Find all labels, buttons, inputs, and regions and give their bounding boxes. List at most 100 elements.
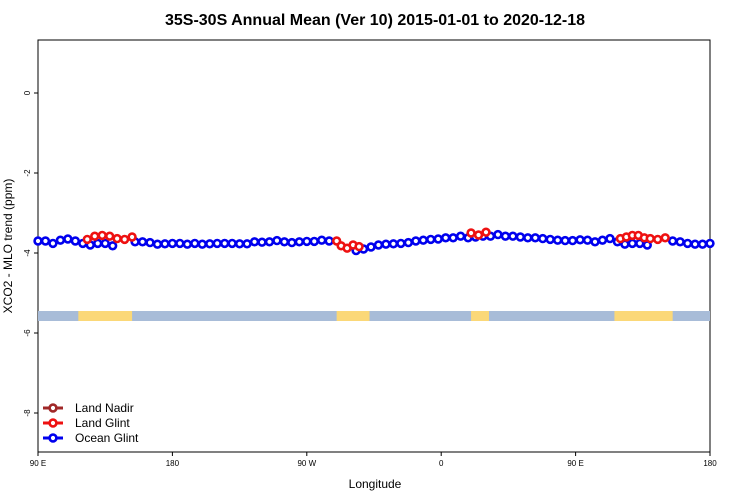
marker-point — [112, 233, 122, 244]
y-tick-label: -4 — [23, 249, 32, 257]
marker-point — [538, 233, 548, 244]
marker-point — [227, 238, 237, 249]
x-tick-label: 90 E — [567, 459, 583, 468]
marker-point — [90, 231, 100, 241]
marker-point — [705, 238, 715, 249]
marker-point — [354, 241, 364, 252]
x-axis-label: Longitude — [349, 477, 402, 491]
marker-point — [396, 238, 406, 249]
y-tick-label: -8 — [23, 409, 32, 417]
land-ocean-strip — [38, 311, 710, 321]
marker-point — [373, 240, 384, 250]
marker-point — [582, 235, 593, 245]
marker-point — [242, 239, 252, 249]
marker-point — [197, 239, 207, 249]
marker-point — [257, 237, 267, 247]
marker-point — [552, 235, 563, 245]
marker-point — [381, 239, 391, 249]
legend-label: Land Nadir — [75, 401, 134, 415]
marker-point — [48, 238, 58, 249]
marker-point — [675, 237, 685, 247]
marker-point — [324, 236, 334, 246]
marker-point — [455, 231, 466, 241]
marker-point — [660, 233, 670, 243]
marker-point — [403, 237, 414, 248]
marker-point — [97, 230, 107, 241]
marker-point — [575, 235, 585, 245]
marker-point — [182, 239, 193, 249]
marker-point — [466, 228, 476, 238]
marker-point — [107, 241, 118, 251]
marker-point — [426, 234, 436, 245]
ocean-band — [38, 311, 710, 321]
x-tick-label: 90 E — [30, 459, 46, 468]
marker-point — [530, 233, 540, 243]
x-axis: 90 E 180 90 W 0 90 E 180 — [30, 452, 717, 468]
marker-point — [653, 234, 663, 245]
marker-point — [418, 235, 428, 245]
y-axis-label: XCO2 - MLO trend (ppm) — [1, 179, 15, 314]
marker-point — [167, 238, 178, 249]
marker-point — [205, 239, 215, 249]
land-patch — [471, 311, 489, 321]
x-tick-label: 180 — [166, 459, 180, 468]
marker-point — [560, 235, 570, 246]
marker-point — [388, 239, 399, 249]
marker-point — [627, 238, 638, 249]
marker-point — [33, 236, 43, 246]
land-patch — [614, 311, 673, 321]
marker-point — [82, 234, 92, 245]
marker-point — [567, 235, 578, 246]
marker-point — [440, 233, 451, 243]
marker-point — [152, 239, 163, 249]
marker-point — [104, 231, 115, 241]
marker-point — [645, 233, 655, 244]
marker-point — [175, 238, 185, 249]
y-tick-label: -2 — [23, 169, 32, 177]
marker-point — [70, 236, 81, 246]
y-tick-label: -6 — [23, 329, 32, 337]
legend-marker — [48, 433, 58, 443]
marker-point — [682, 238, 693, 249]
marker-point — [366, 242, 376, 252]
legend-label: Ocean Glint — [75, 431, 139, 445]
marker-point — [264, 237, 275, 247]
marker-point — [302, 236, 312, 247]
marker-point — [137, 237, 148, 247]
x-tick-label: 0 — [439, 459, 444, 468]
marker-point — [508, 231, 518, 241]
land-patch — [336, 311, 370, 321]
marker-point — [212, 238, 222, 249]
marker-point — [55, 235, 66, 245]
marker-point — [597, 235, 608, 245]
legend-label: Land Glint — [75, 416, 130, 430]
chart-title: 35S-30S Annual Mean (Ver 10) 2015-01-01 … — [165, 12, 585, 29]
x-tick-label: 180 — [703, 459, 717, 468]
marker-point — [590, 237, 600, 247]
y-axis: 0 -2 -4 -6 -8 — [23, 90, 38, 417]
marker-point — [605, 233, 615, 244]
marker-point — [667, 236, 678, 246]
marker-point — [515, 232, 526, 242]
marker-point — [481, 227, 491, 237]
marker-point — [127, 232, 137, 242]
marker-point — [190, 238, 200, 249]
marker-point — [119, 234, 130, 245]
marker-point — [500, 231, 511, 241]
marker-point — [279, 237, 290, 247]
marker-point — [219, 238, 230, 249]
marker-point — [473, 230, 484, 240]
y-tick-label: 0 — [23, 90, 32, 95]
x-tick-label: 90 W — [297, 459, 316, 468]
marker-point — [523, 233, 533, 243]
marker-point — [63, 234, 73, 244]
marker-point — [40, 236, 51, 246]
legend-marker — [48, 403, 58, 413]
land-patch — [78, 311, 133, 321]
marker-point — [433, 234, 443, 244]
marker-point — [697, 239, 708, 249]
marker-point — [309, 236, 319, 247]
marker-point — [249, 237, 260, 247]
